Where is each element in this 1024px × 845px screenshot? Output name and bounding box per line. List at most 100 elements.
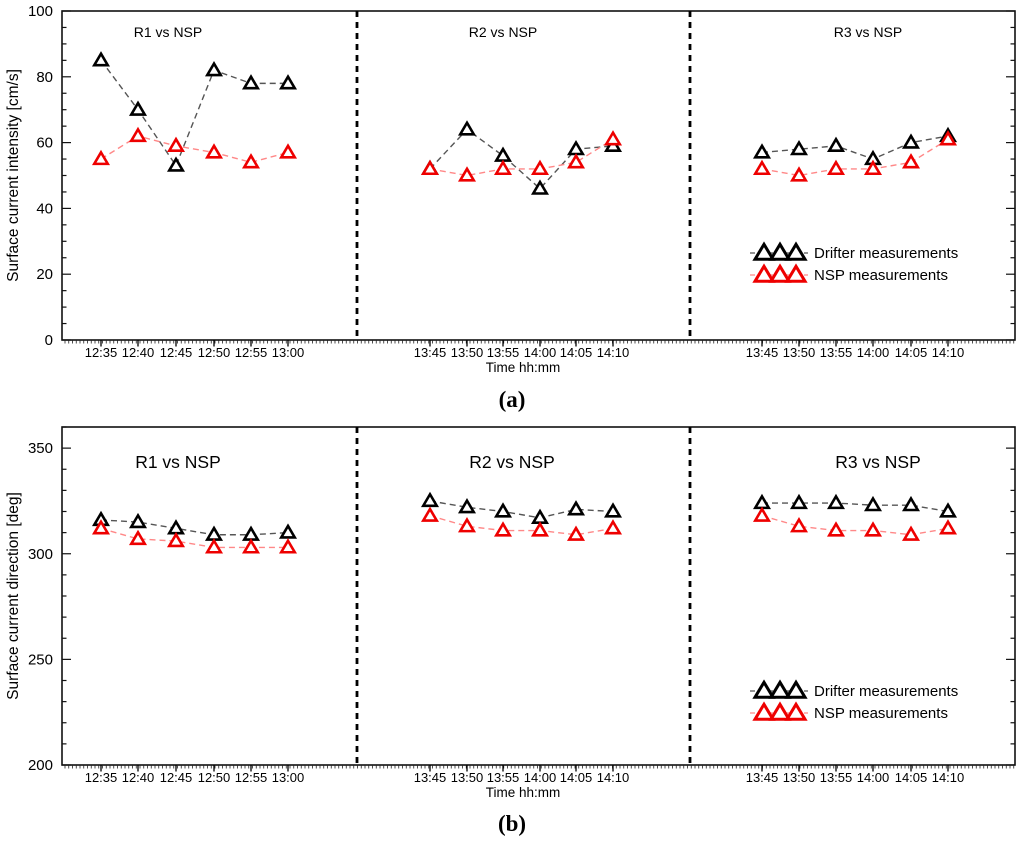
nsp-marker	[789, 517, 809, 533]
nsp-marker	[566, 525, 586, 541]
legend-label: Drifter measurements	[814, 245, 958, 262]
nsp-series-line	[761, 515, 949, 536]
drifter-marker	[493, 502, 513, 518]
nsp-marker	[493, 521, 513, 537]
x-tick-label: 12:50	[198, 770, 231, 785]
nsp-marker	[241, 153, 261, 169]
y-tick-label: 80	[36, 69, 53, 86]
x-tick-label: 14:05	[560, 345, 593, 360]
x-tick-label: 14:05	[560, 770, 593, 785]
nsp-marker	[826, 521, 846, 537]
x-tick-label: 14:10	[597, 345, 630, 360]
x-tick-label: 14:00	[857, 770, 890, 785]
nsp-marker	[91, 149, 111, 166]
section-title: R1 vs NSP	[135, 452, 221, 472]
legend-nsp-marker	[768, 263, 792, 283]
legend: Drifter measurements NSP measurements	[750, 679, 958, 722]
legend-drifter-marker	[784, 241, 808, 261]
nsp-marker	[204, 538, 224, 554]
x-tick-label: 13:50	[783, 770, 816, 785]
drifter-marker	[566, 139, 586, 156]
nsp-marker	[530, 521, 550, 537]
drifter-series-line	[762, 502, 949, 513]
nsp-marker	[789, 166, 809, 182]
nsp-marker	[566, 153, 586, 169]
x-tick-label: 12:45	[160, 345, 193, 360]
drifter-marker	[603, 502, 623, 518]
x-tick-label: 14:10	[597, 770, 630, 785]
y-tick-label: 20	[36, 266, 53, 283]
drifter-marker	[938, 502, 958, 518]
drifter-marker	[530, 508, 550, 524]
x-tick-label: 13:55	[820, 770, 853, 785]
x-tick-label: 13:50	[451, 345, 484, 360]
nsp-marker	[863, 521, 883, 537]
nsp-marker	[938, 130, 958, 146]
nsp-marker	[128, 529, 148, 546]
nsp-series-line	[429, 515, 614, 536]
drifter-series-line	[761, 135, 949, 160]
x-tick-label: 12:45	[160, 770, 193, 785]
legend-drifter-marker	[768, 241, 792, 261]
drifter-marker	[241, 525, 261, 541]
drifter-marker	[863, 495, 883, 512]
x-tick-label: 13:45	[414, 345, 447, 360]
nsp-marker	[420, 506, 440, 522]
section-title: R2 vs NSP	[469, 452, 555, 472]
y-axis-title: Surface current direction [deg]	[5, 492, 22, 700]
x-tick-label: 13:45	[746, 345, 779, 360]
nsp-marker	[278, 538, 298, 554]
x-tick-label: 13:55	[487, 770, 520, 785]
nsp-series-line	[100, 135, 289, 164]
legend: Drifter measurements NSP measurements	[750, 241, 958, 284]
x-tick-label: 13:55	[820, 345, 853, 360]
x-tick-label: 13:00	[272, 770, 305, 785]
x-tick-label: 14:00	[524, 345, 557, 360]
nsp-marker	[603, 130, 623, 146]
drifter-series-line	[100, 59, 288, 168]
x-tick-label: 13:50	[783, 345, 816, 360]
nsp-marker	[457, 517, 477, 533]
drifter-marker	[789, 139, 809, 156]
x-tick-label: 14:10	[932, 770, 965, 785]
y-tick-label: 350	[28, 440, 53, 457]
x-axis-title: Time hh:mm	[486, 785, 561, 800]
drifter-marker	[566, 500, 586, 516]
drifter-marker	[530, 179, 550, 195]
nsp-marker	[826, 159, 846, 176]
nsp-marker	[128, 126, 148, 143]
y-tick-label: 60	[36, 135, 53, 152]
nsp-marker	[204, 143, 224, 159]
drifter-marker	[789, 493, 809, 510]
x-tick-label: 12:50	[198, 345, 231, 360]
legend-label: Drifter measurements	[814, 683, 958, 700]
legend-label: NSP measurements	[814, 267, 948, 284]
drifter-marker	[901, 133, 921, 149]
nsp-marker	[752, 506, 772, 522]
x-tick-label: 13:45	[414, 770, 447, 785]
legend-nsp-marker	[784, 263, 808, 283]
nsp-marker	[901, 153, 921, 169]
nsp-marker	[493, 159, 513, 176]
drifter-marker	[278, 523, 298, 539]
y-tick-label: 200	[28, 757, 53, 774]
x-tick-label: 12:55	[235, 770, 268, 785]
drifter-marker	[241, 74, 261, 90]
drifter-marker	[166, 156, 186, 172]
drifter-marker	[420, 491, 440, 508]
x-tick-label: 14:00	[524, 770, 557, 785]
nsp-marker	[278, 143, 298, 159]
legend-nsp-marker	[752, 263, 776, 283]
nsp-marker	[530, 159, 550, 176]
drifter-marker	[128, 100, 148, 116]
x-tick-label: 13:00	[272, 345, 305, 360]
panel-caption: (a)	[499, 387, 526, 412]
panel-b: 200 250 300 350 R1 vs NSP 12:35 12:40 12:45 12:5…	[5, 426, 1016, 836]
nsp-series-line	[429, 138, 614, 177]
drifter-marker	[752, 143, 772, 159]
drifter-marker	[128, 512, 148, 529]
nsp-marker	[420, 159, 440, 176]
drifter-marker	[204, 525, 224, 541]
drifter-marker	[204, 60, 224, 77]
